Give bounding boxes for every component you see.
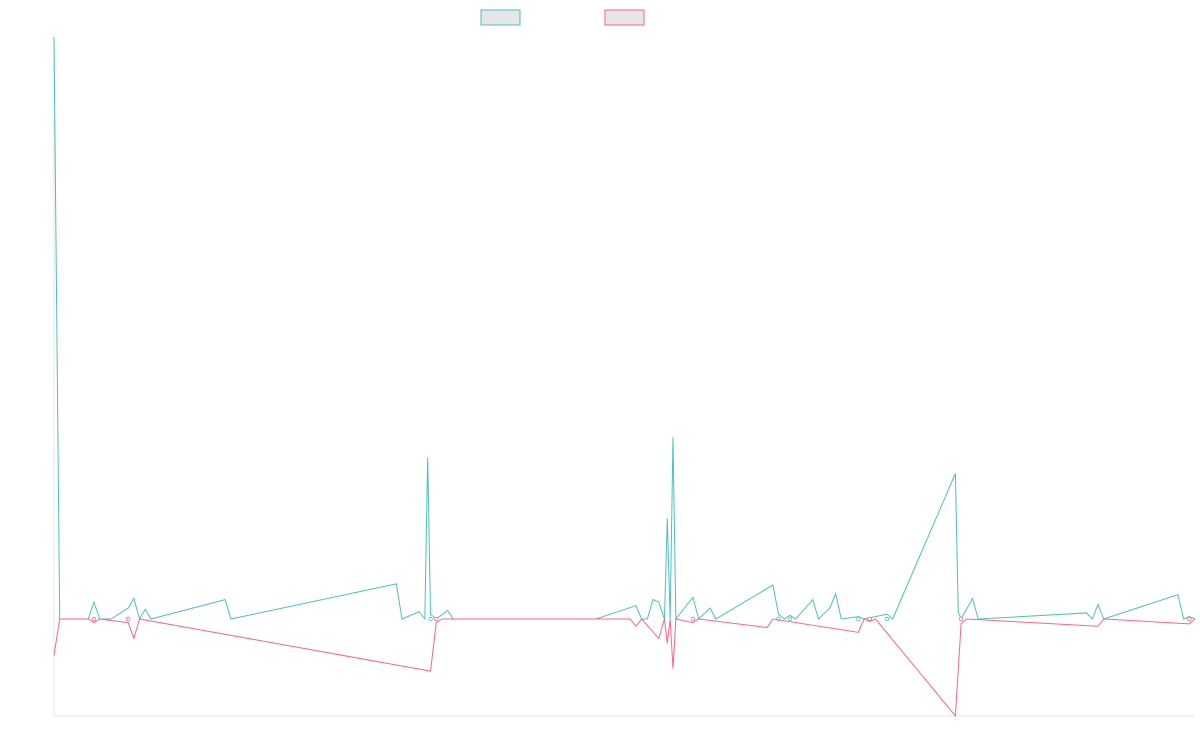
series-0-point [856,616,861,622]
legend-swatch-1[interactable] [604,9,645,26]
series-line-0 [53,36,1196,621]
series-line-1 [53,618,1196,718]
legend-swatch-0[interactable] [480,9,521,26]
series-1-point [125,616,131,622]
series-1-point [867,616,873,622]
series-1-point [690,616,696,622]
series-1-point [958,616,964,622]
series-layer [53,36,1196,718]
series-0-point [428,616,433,622]
axes [53,37,1195,717]
series-0-point [884,616,890,622]
series-1-point [91,616,97,622]
series-0-point [787,616,793,622]
legend[interactable] [480,9,645,26]
series-1-point [1187,616,1192,622]
series-1-point [434,616,439,622]
